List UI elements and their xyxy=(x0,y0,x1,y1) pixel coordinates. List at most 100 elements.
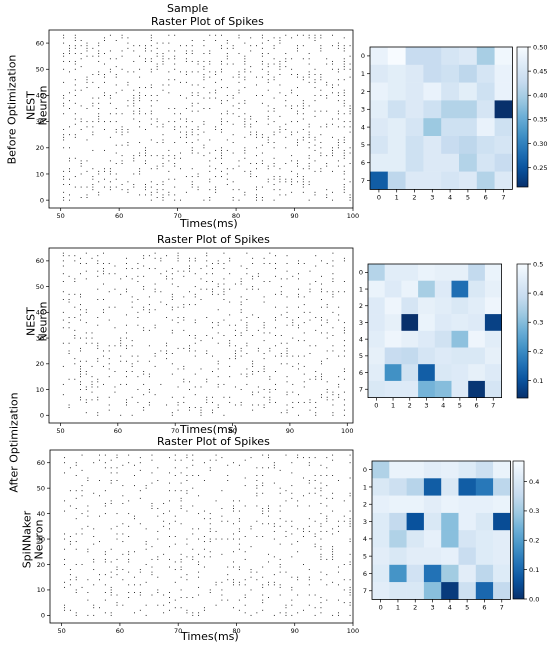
y-tick-label: 3 xyxy=(361,106,365,114)
spike-point xyxy=(285,536,287,537)
spike-point xyxy=(197,110,199,112)
spike-point xyxy=(263,371,265,372)
heatmap-cell xyxy=(459,82,478,101)
heatmap-cell xyxy=(418,380,436,398)
spike-point xyxy=(148,391,150,393)
spike-point xyxy=(87,505,89,507)
spike-point xyxy=(302,183,304,185)
spike-point xyxy=(154,355,156,357)
spike-point xyxy=(337,599,339,601)
spike-point xyxy=(127,84,129,86)
y-tick-label: 50 xyxy=(37,484,45,492)
spike-point xyxy=(206,255,208,257)
spike-point xyxy=(121,68,123,70)
spike-point xyxy=(229,257,231,259)
spike-point xyxy=(308,142,310,144)
spike-point xyxy=(74,68,76,70)
spike-point xyxy=(63,60,65,62)
spike-point xyxy=(139,152,141,154)
spike-point xyxy=(326,389,328,390)
spike-point xyxy=(189,268,190,270)
spike-point xyxy=(280,286,282,288)
spike-point xyxy=(114,306,116,308)
heatmap-cell xyxy=(468,347,486,365)
spike-point xyxy=(180,553,182,555)
spike-point xyxy=(240,335,242,336)
spike-point xyxy=(62,327,64,329)
spike-point xyxy=(63,147,65,149)
spike-point xyxy=(268,467,269,469)
spike-point xyxy=(234,345,236,347)
spike-point xyxy=(125,337,127,339)
spike-point xyxy=(154,291,156,293)
spike-point xyxy=(156,142,158,144)
spike-point xyxy=(174,129,176,130)
spike-point xyxy=(174,569,176,571)
spike-point xyxy=(252,394,254,396)
spike-point xyxy=(104,94,105,96)
spike-point xyxy=(109,181,111,183)
spike-point xyxy=(308,480,310,481)
spike-point xyxy=(174,55,176,57)
y-tick-label: 30 xyxy=(36,334,44,342)
spike-point xyxy=(125,360,127,362)
y-tick-label: 20 xyxy=(37,561,45,569)
spike-point xyxy=(349,131,351,133)
spike-point xyxy=(97,275,99,277)
spike-point xyxy=(215,168,217,170)
spike-point xyxy=(74,306,76,308)
spike-point xyxy=(279,584,281,586)
spike-point xyxy=(343,66,345,68)
spike-point xyxy=(125,314,127,316)
spike-point xyxy=(302,100,304,102)
spike-point xyxy=(174,165,176,167)
spike-point xyxy=(154,353,156,354)
spike-point xyxy=(240,281,242,282)
spike-point xyxy=(215,186,217,188)
spike-point xyxy=(209,50,211,52)
spike-point xyxy=(200,407,202,409)
spike-point xyxy=(80,396,81,398)
spike-point xyxy=(150,45,152,47)
spike-point xyxy=(291,92,293,94)
colorbar-tick-label: 0.3 xyxy=(529,507,539,515)
spike-point xyxy=(110,594,112,596)
spike-point xyxy=(234,353,236,354)
spike-point xyxy=(171,296,173,298)
spike-point xyxy=(343,149,345,151)
spike-point xyxy=(315,414,317,416)
spike-point xyxy=(332,528,334,530)
spike-point xyxy=(314,607,316,609)
spike-point xyxy=(203,536,205,537)
spike-point xyxy=(209,165,211,167)
spike-point xyxy=(186,597,188,599)
spike-point xyxy=(297,457,299,459)
heatmap-cell xyxy=(370,82,389,101)
spike-point xyxy=(314,474,316,476)
spike-point xyxy=(256,467,258,469)
spike-point xyxy=(183,275,185,277)
spike-point xyxy=(229,401,231,403)
heatmap2-frame xyxy=(367,263,503,399)
spike-point xyxy=(91,399,93,401)
spike-point xyxy=(280,291,282,293)
spike-point xyxy=(349,76,351,78)
spike-point xyxy=(63,94,65,96)
spike-point xyxy=(221,157,222,159)
spike-point xyxy=(174,186,176,188)
spike-point xyxy=(87,551,89,553)
spike-point xyxy=(206,281,208,282)
spike-point xyxy=(291,485,293,487)
spike-point xyxy=(145,604,147,606)
spike-point xyxy=(226,94,228,96)
spike-point xyxy=(212,401,213,403)
spike-point xyxy=(252,365,254,367)
spike-point xyxy=(69,584,71,586)
spike-point xyxy=(343,94,345,96)
spike-point xyxy=(261,134,263,136)
spike-point xyxy=(68,404,70,406)
x-tick-label: 60 xyxy=(115,212,123,220)
spike-point xyxy=(275,262,277,264)
spike-point xyxy=(209,513,211,515)
spike-point xyxy=(337,139,339,141)
